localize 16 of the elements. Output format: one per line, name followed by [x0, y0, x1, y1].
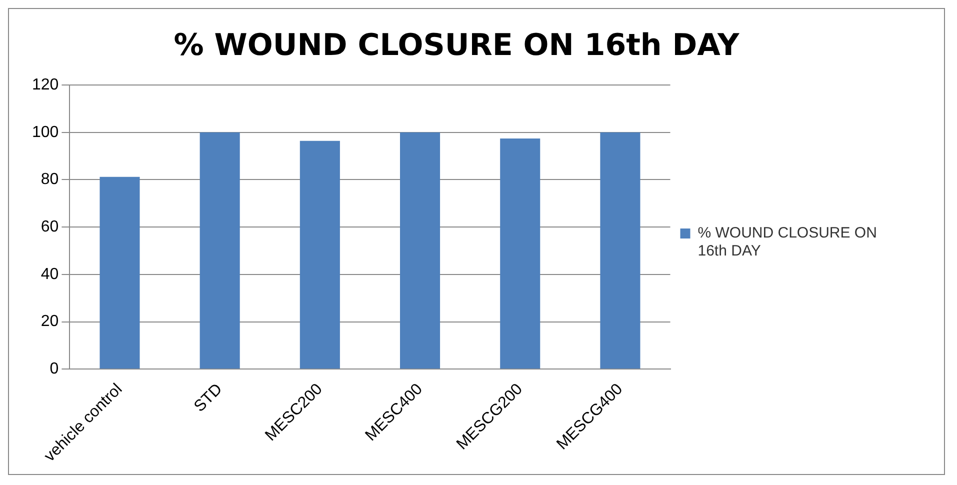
y-tick-label: 0 [50, 360, 59, 378]
bar [200, 132, 240, 369]
bar [500, 138, 540, 369]
chart-title: % WOUND CLOSURE ON 16th DAY [174, 28, 740, 63]
y-tick-label: 60 [40, 218, 59, 236]
bar [300, 140, 340, 369]
y-tick-label: 20 [40, 313, 59, 330]
y-tick-label: 100 [32, 124, 59, 141]
bar [600, 132, 640, 369]
legend-label: % WOUND CLOSURE ON 16th DAY [698, 224, 877, 260]
x-tick-label: STD [191, 380, 226, 416]
bar [400, 132, 440, 369]
y-tick-label: 120 [32, 76, 59, 94]
y-tick-label: 40 [40, 266, 59, 283]
y-tick-label: 80 [40, 171, 59, 188]
bar [100, 176, 140, 369]
